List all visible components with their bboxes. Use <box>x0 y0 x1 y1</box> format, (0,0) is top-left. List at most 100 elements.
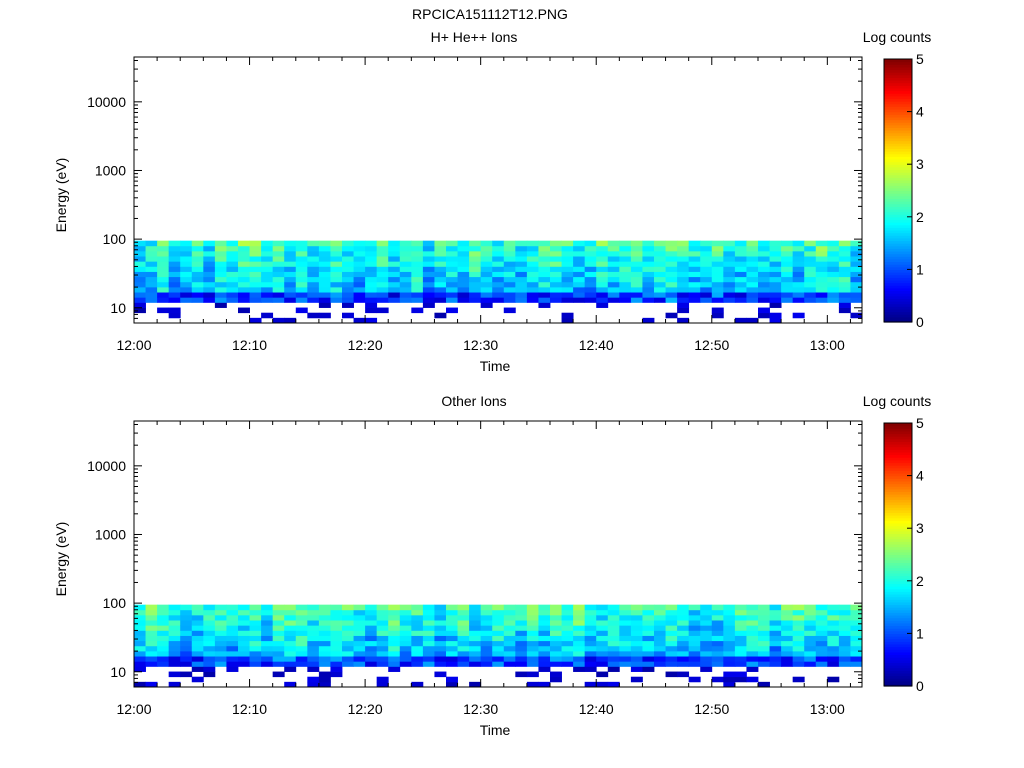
spectrogram-cell <box>688 292 701 298</box>
spectrogram-cell <box>203 614 216 621</box>
colorbar-segment <box>884 486 912 490</box>
spectrogram-cell <box>550 640 562 647</box>
spectrogram-cell <box>214 625 227 631</box>
spectrogram-cell <box>272 620 285 626</box>
spectrogram-cell <box>318 250 331 257</box>
spectrogram-cell <box>226 614 239 621</box>
spectrogram-cell <box>376 609 389 616</box>
spectrogram-cell <box>446 271 458 278</box>
spectrogram-cell <box>365 286 378 293</box>
spectrogram-cell <box>342 661 354 667</box>
spectrogram-cell <box>850 661 863 667</box>
spectrogram-cell <box>145 640 158 647</box>
colorbar-segment <box>884 428 912 432</box>
spectrogram-cell <box>723 261 736 267</box>
colorbar-segment <box>884 137 912 142</box>
spectrogram-cell <box>238 297 250 303</box>
spectrogram-cell <box>792 614 805 621</box>
spectrogram-cell <box>561 630 574 636</box>
spectrogram-cell <box>434 656 447 662</box>
x-tick-label: 13:00 <box>810 337 845 353</box>
spectrogram-cell <box>815 292 828 298</box>
colorbar-segment <box>884 98 912 102</box>
spectrogram-cell <box>850 625 863 631</box>
colorbar-segment <box>884 311 912 315</box>
spectrogram-cell <box>376 271 389 278</box>
spectrogram-cell <box>180 645 193 652</box>
spectrogram-cell <box>838 261 851 267</box>
spectrogram-cell <box>677 245 690 252</box>
spectrogram-cell <box>804 640 817 647</box>
spectrogram-cell <box>388 614 401 621</box>
spectrogram-cell <box>492 250 505 257</box>
spectrogram-cell <box>446 635 458 642</box>
spectrogram-cell <box>815 276 828 283</box>
spectrogram-cell <box>480 297 493 303</box>
spectrogram-cell <box>342 604 354 611</box>
spectrogram-cell <box>561 656 574 662</box>
spectrogram-cell <box>827 286 840 293</box>
spectrogram-cell <box>457 604 470 611</box>
spectrogram-cell <box>526 261 539 267</box>
spectrogram-cell <box>446 261 458 267</box>
spectrogram-cell <box>538 609 551 616</box>
spectrogram-cell <box>272 645 285 652</box>
spectrogram-cell <box>295 276 308 283</box>
spectrogram-cell <box>434 609 447 616</box>
spectrogram-cell <box>515 625 528 631</box>
colorbar-segment <box>884 187 912 192</box>
spectrogram-cell <box>307 271 320 278</box>
spectrogram-cell <box>261 245 274 252</box>
spectrogram-cell <box>342 286 354 293</box>
spectrogram-cell <box>249 281 262 288</box>
spectrogram-cell <box>434 645 447 652</box>
spectrogram-cell <box>145 625 158 631</box>
spectrogram-cell <box>758 286 770 293</box>
spectrogram-cell <box>295 635 308 642</box>
spectrogram-cell <box>168 650 181 657</box>
spectrogram-cell <box>630 281 643 288</box>
spectrogram-cell <box>815 620 828 626</box>
spectrogram-cell <box>550 661 562 667</box>
spectrogram-cell <box>191 676 204 683</box>
plot-frame <box>133 420 863 688</box>
colorbar-segment <box>884 314 912 318</box>
spectrogram-cell <box>792 271 805 278</box>
spectrogram-cell <box>492 281 505 288</box>
spectrogram-cell <box>677 250 690 257</box>
spectrogram-cell <box>214 650 227 657</box>
spectrogram-cell <box>388 656 401 662</box>
spectrogram-cell <box>503 645 516 652</box>
colorbar-segment <box>884 261 912 265</box>
colorbar-segment <box>884 444 912 448</box>
spectrogram-cell <box>688 645 701 652</box>
spectrogram-cell <box>515 620 528 626</box>
spectrogram-cell <box>630 645 643 652</box>
spectrogram-cell <box>446 645 458 652</box>
figure-title: RPCICA151112T12.PNG <box>412 6 568 22</box>
colorbar-segment <box>884 425 912 429</box>
spectrogram-cell <box>353 645 366 652</box>
spectrogram-cell <box>238 620 250 626</box>
spectrogram-cell <box>342 614 354 621</box>
spectrogram-cell <box>342 630 354 636</box>
spectrogram-cell <box>134 625 146 631</box>
spectrogram-cell <box>607 630 620 636</box>
spectrogram-cell <box>307 681 320 688</box>
spectrogram-cell <box>688 650 701 657</box>
spectrogram-cells <box>134 604 863 688</box>
spectrogram-cell <box>607 286 620 293</box>
spectrogram-cell <box>411 271 424 278</box>
spectrogram-cell <box>503 292 516 298</box>
colorbar-segment <box>884 504 912 508</box>
colorbar-segment <box>884 156 912 160</box>
spectrogram-cell <box>734 661 747 667</box>
spectrogram-cell <box>480 614 493 621</box>
spectrogram-cell <box>711 250 724 257</box>
spectrogram-cell <box>792 250 805 257</box>
colorbar-segment <box>884 633 912 637</box>
spectrogram-cell <box>157 271 170 278</box>
spectrogram-cell <box>399 614 412 621</box>
spectrogram-cell <box>550 625 562 631</box>
spectrogram-cell <box>203 645 216 652</box>
